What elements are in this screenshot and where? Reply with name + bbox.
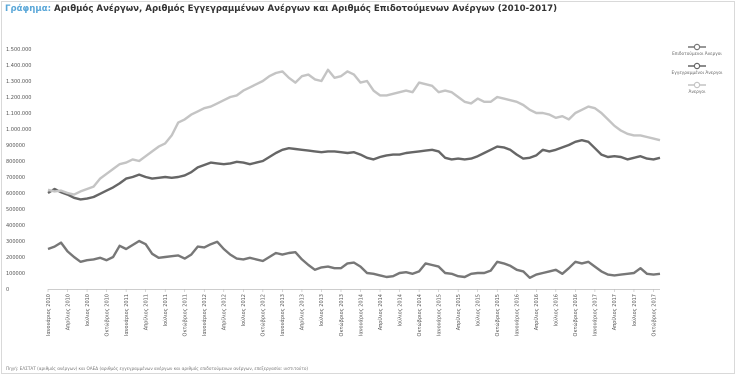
x-tick-label: Ιανουάριος 2012 (201, 294, 208, 336)
x-tick-label: Ιούλιος 2015 (475, 294, 482, 326)
y-tick-label: 1.000.000 (6, 127, 31, 133)
x-tick-label: Ιανουάριος 2016 (514, 294, 521, 336)
x-tick-label: Απρίλιος 2010 (64, 294, 71, 330)
legend-marker (693, 43, 701, 51)
x-tick-label: Απρίλιος 2017 (611, 294, 618, 330)
x-tick-label: Οκτώβριος 2015 (494, 294, 501, 336)
x-tick-label: Ιανουάριος 2013 (279, 294, 286, 336)
y-tick-label: 900000 (6, 143, 25, 149)
legend-marker (693, 62, 701, 70)
x-tick-label: Οκτώβριος 2013 (338, 294, 345, 336)
x-tick-label: Απρίλιος 2013 (299, 294, 306, 330)
x-tick-label: Οκτώβριος 2012 (260, 294, 267, 336)
legend-label: Άνεργοι (688, 88, 706, 95)
x-tick-label: Ιούλιος 2011 (162, 294, 169, 326)
y-tick-label: 600000 (6, 191, 25, 197)
x-tick-label: Οκτώβριος 2010 (103, 294, 110, 336)
y-tick-label: 500000 (6, 207, 25, 213)
x-tick-label: Ιανουάριος 2010 (45, 294, 52, 336)
source-note: Πηγή: ΕΛΣΤΑΤ (αριθμός ανέργων) και ΟΑΕΔ … (6, 366, 309, 371)
y-tick-label: 1.500.000 (6, 47, 31, 53)
y-tick-label: 100000 (6, 271, 25, 277)
x-tick-label: Οκτώβριος 2011 (182, 294, 189, 336)
x-tick-label: Οκτώβριος 2017 (650, 294, 657, 336)
chart-title-prefix: Γράφημα: (5, 4, 52, 14)
y-tick-label: 400000 (6, 223, 25, 229)
x-tick-label: Ιούλιος 2016 (553, 294, 560, 326)
series-line-2 (47, 139, 661, 201)
y-tick-label: 1.100.000 (6, 111, 31, 117)
x-tick-label: Απρίλιος 2012 (221, 294, 228, 330)
x-tick-label: Ιούλιος 2010 (84, 294, 91, 326)
chart-legend: Επιδοτούμενοι Άνεργοι Εγγεγραμμένοι Άνεργ… (672, 43, 723, 95)
y-tick-label: 1.200.000 (6, 95, 31, 101)
x-tick-label: Ιανουάριος 2015 (435, 294, 442, 336)
y-tick-label: 1.400.000 (6, 63, 31, 69)
x-tick-label: Ιανουάριος 2011 (123, 294, 130, 336)
x-tick-label: Ιανουάριος 2017 (592, 294, 599, 336)
series-layer (47, 68, 661, 279)
y-tick-label: 200000 (6, 255, 25, 261)
chart-title: Γράφημα: Αριθμός Ανέργων, Αριθμός Εγγεγρ… (5, 4, 557, 14)
x-tick-label: Ιούλιος 2012 (240, 294, 247, 326)
x-tick-label: Ιούλιος 2017 (631, 294, 638, 326)
y-tick-label: 0 (6, 287, 9, 293)
x-tick-label: Απρίλιος 2014 (377, 294, 384, 330)
x-tick-label: Απρίλιος 2015 (455, 294, 462, 330)
legend-label: Επιδοτούμενοι Άνεργοι (672, 50, 722, 57)
x-tick-label: Οκτώβριος 2014 (416, 294, 423, 336)
y-tick-label: 800000 (6, 159, 25, 165)
y-tick-label: 300000 (6, 239, 25, 245)
y-tick-label: 700000 (6, 175, 25, 181)
x-tick-label: Απρίλιος 2016 (533, 294, 540, 330)
series-line-1 (47, 239, 661, 279)
x-tick-label: Απρίλιος 2011 (142, 294, 149, 330)
series-line-3 (47, 68, 661, 196)
x-tick-label: Ιούλιος 2013 (318, 294, 325, 326)
chart-axes: 0 100000 200000 300000 400000 500000 600000 700… (6, 47, 660, 336)
x-tick-label: Οκτώβριος 2016 (572, 294, 579, 336)
chart-title-text: Αριθμός Ανέργων, Αριθμός Εγγεγραμμένων Α… (54, 4, 558, 14)
y-tick-label: 1.300.000 (6, 79, 31, 85)
legend-marker (693, 81, 701, 89)
x-tick-label: Ιούλιος 2014 (396, 294, 403, 326)
x-tick-label: Ιανουάριος 2014 (357, 294, 364, 336)
legend-label: Εγγεγραμμένοι Άνεργοι (672, 69, 723, 76)
